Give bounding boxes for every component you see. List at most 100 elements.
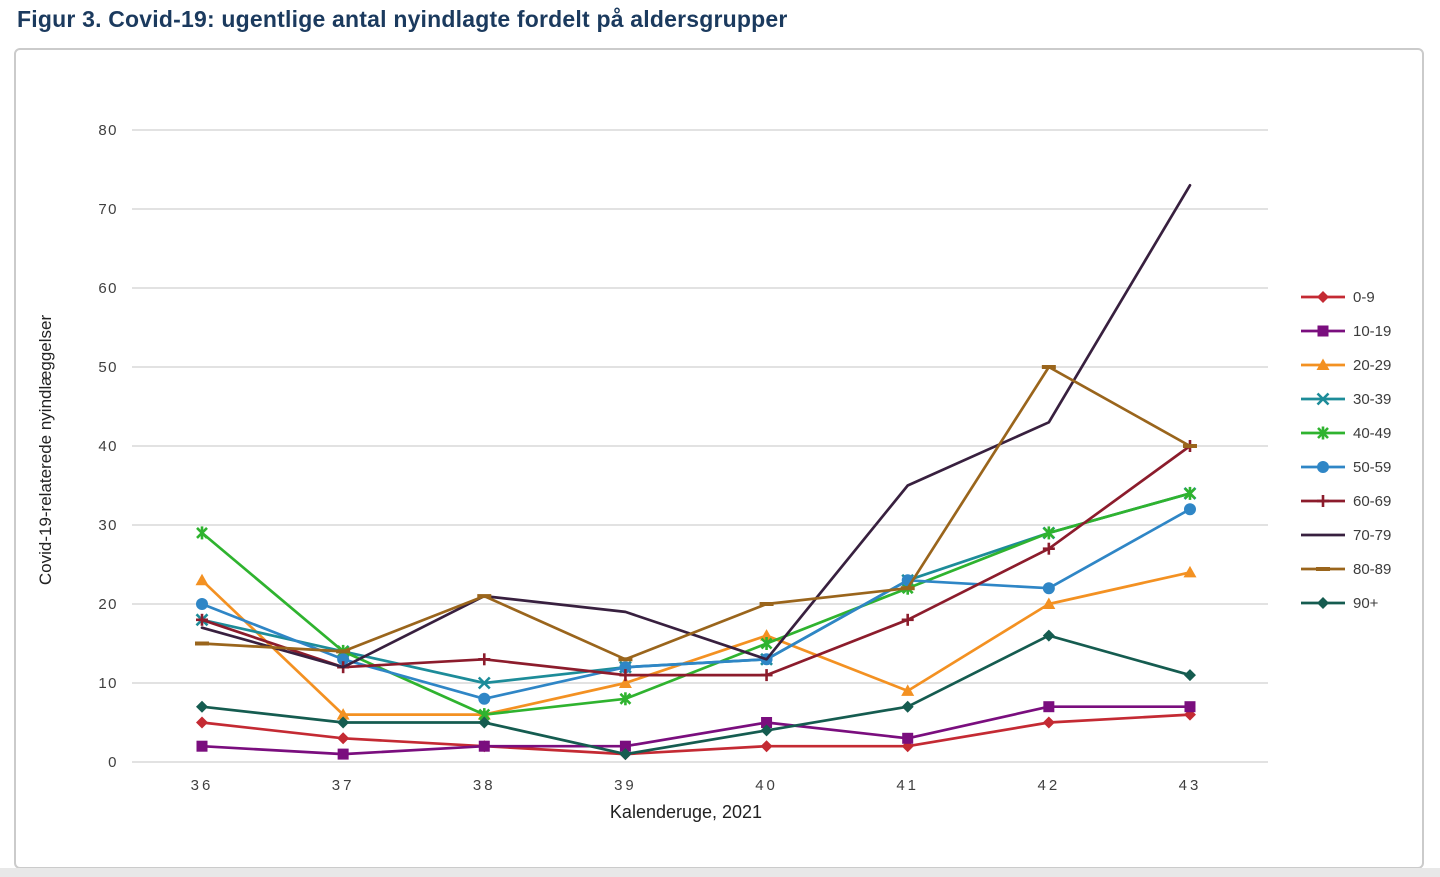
x-tick-label: 37 [332,777,355,794]
x-tick-label: 41 [896,777,919,794]
legend: 0-9 10-19 20-29 30-39 40-49 50-59 60-69 70-79 80… [1300,280,1391,620]
legend-marker-60-69 [1301,495,1345,507]
circle-marker [196,598,208,610]
legend-item-0-9: 0-9 [1300,280,1391,314]
square-marker [761,717,773,728]
diamond-marker [619,748,632,761]
legend-marker-70-79 [1301,533,1345,537]
legend-item-80-89: 80-89 [1300,552,1391,586]
circle-marker [1317,461,1329,473]
star-marker [1184,487,1196,500]
diamond-marker [1317,597,1329,609]
x-tick-label: 36 [191,777,214,794]
diamond-marker [760,740,773,753]
legend-label: 0-9 [1353,288,1375,306]
legend-marker-80-89 [1301,567,1345,571]
legend-item-10-19: 10-19 [1300,314,1391,348]
legend-label: 80-89 [1353,560,1392,578]
star-marker [478,708,491,721]
x-marker [477,676,491,690]
diamond-marker [196,716,208,729]
figure-title: Figur 3. Covid-19: ugentlige antal nyind… [17,6,788,32]
triangle-marker [1042,597,1056,609]
triangle-marker [618,676,632,688]
legend-item-60-69: 60-69 [1300,484,1391,518]
circle-marker [478,692,491,705]
legend-item-20-29: 20-29 [1300,348,1391,382]
legend-marker-20-29 [1301,358,1345,370]
diamond-marker [478,716,491,729]
series-line-70-79 [200,183,1192,669]
legend-label: 50-59 [1353,458,1392,476]
diamond-marker [760,724,773,737]
diamond-marker [1042,629,1055,642]
legend-label: 10-19 [1353,322,1392,340]
legend-marker-40-49 [1301,426,1345,440]
series-line-90+ [200,634,1192,756]
y-tick-label: 10 [98,675,118,692]
legend-label: 30-39 [1353,390,1392,408]
triangle-marker [760,629,774,641]
star-marker [196,526,208,539]
square-marker [1317,325,1329,337]
series-line-80-89 [200,365,1192,661]
dash-marker [759,602,774,606]
x-tick-label: 43 [1179,777,1202,794]
dash-marker [1316,567,1330,571]
triangle-marker [1316,358,1330,370]
y-tick-label: 20 [98,596,118,613]
legend-label: 90+ [1353,594,1379,612]
legend-item-40-49: 40-49 [1300,416,1391,450]
triangle-marker [195,573,209,586]
x-tick-label: 42 [1037,777,1060,794]
diamond-marker [1317,291,1329,303]
diamond-marker [1183,669,1196,682]
square-marker [902,732,914,744]
star-marker [1042,526,1055,539]
x-axis-title: Kalenderuge, 2021 [609,802,763,822]
legend-marker-30-39 [1301,392,1345,406]
circle-marker [337,653,350,666]
legend-item-70-79: 70-79 [1300,518,1391,552]
line-chart: 0 10 20 30 40 50 60 70 80 36 37 38 39 40 41 42 43 [98,122,1268,794]
legend-label: 70-79 [1353,526,1392,544]
triangle-marker [336,708,350,720]
dash-marker [1041,365,1056,369]
diamond-marker [901,700,914,713]
dash-marker [336,649,351,654]
x-marker [1316,392,1330,406]
y-tick-label: 60 [98,280,118,297]
star-marker [1317,427,1329,439]
series-line-20-29 [200,571,1192,716]
legend-item-30-39: 30-39 [1300,382,1391,416]
diamond-marker [337,716,350,729]
y-axis-title: Covid-19-relaterede nyindlæggelser [36,314,55,586]
series-line-10-19 [200,705,1192,756]
y-tick-label: 30 [98,517,118,534]
series-line-0-9 [200,713,1192,756]
diamond-marker [337,732,350,745]
chart-panel: 0 10 20 30 40 50 60 70 80 36 37 38 39 40 41 42 43 Covid-… [14,48,1424,869]
circle-marker [1042,582,1055,595]
y-tick-label: 80 [98,122,118,139]
square-marker [619,740,631,752]
circle-marker [1183,503,1196,516]
series-line-40-49 [200,492,1192,716]
triangle-marker [1183,565,1197,578]
y-tick-label: 0 [108,754,118,771]
legend-marker-10-19 [1301,325,1345,337]
dash-marker [195,641,209,646]
x-tick-label: 38 [473,777,496,794]
star-marker [760,637,773,650]
legend-marker-0-9 [1301,291,1345,303]
dash-marker [900,586,915,591]
page-bottom-strip [0,868,1440,877]
circle-marker [619,661,632,674]
dash-marker [1182,444,1197,448]
dash-marker [477,594,492,599]
star-marker [619,692,632,705]
square-marker [196,740,208,752]
square-marker [1043,701,1055,713]
legend-label: 20-29 [1353,356,1392,374]
series-line-60-69 [200,444,1192,677]
